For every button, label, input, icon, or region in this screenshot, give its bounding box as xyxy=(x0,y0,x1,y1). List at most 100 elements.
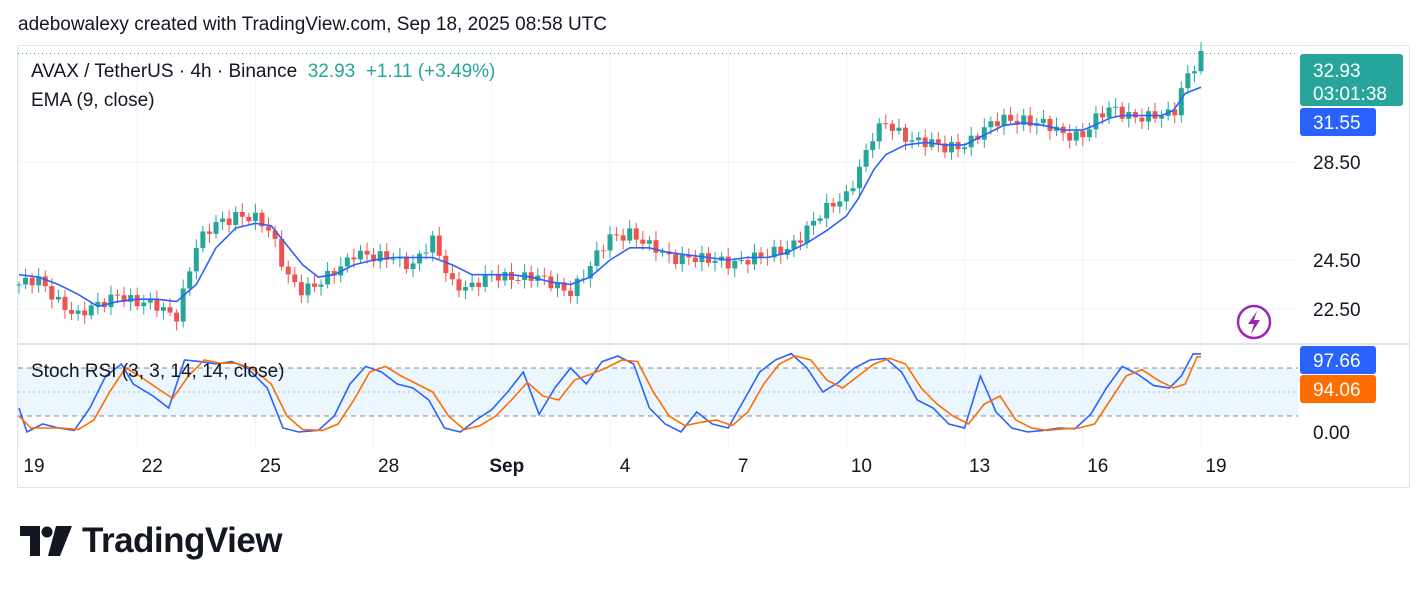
candle xyxy=(876,118,882,150)
symbol-title: AVAX / TetherUS · 4h · Binance xyxy=(31,61,298,82)
candle xyxy=(147,292,153,310)
stoch-legend-label: Stoch RSI (3, 3, 14, 14, close) xyxy=(31,361,285,382)
price-axis[interactable]: 28.50 24.50 22.50 0.00 xyxy=(1313,153,1361,444)
candle xyxy=(1159,110,1165,128)
stoch-legend[interactable]: Stoch RSI (3, 3, 14, 14, close) xyxy=(31,361,284,383)
candle xyxy=(55,289,61,303)
candle xyxy=(364,242,370,264)
stoch-d-value: 94.06 xyxy=(1313,380,1361,401)
ema-badge: 31.55 xyxy=(1300,108,1376,136)
candle xyxy=(660,247,666,257)
candle xyxy=(1021,108,1027,132)
candle xyxy=(699,245,705,272)
candle xyxy=(778,239,784,264)
time-tick-label: 13 xyxy=(969,456,990,477)
candlestick-series xyxy=(16,42,1204,331)
candle xyxy=(1060,122,1066,141)
lightning-icon[interactable] xyxy=(1236,304,1272,340)
candle xyxy=(384,243,390,268)
price-tick-label: 24.50 xyxy=(1313,251,1361,272)
candle xyxy=(1001,108,1007,136)
candle xyxy=(430,230,436,262)
candle xyxy=(804,221,810,249)
candle xyxy=(633,222,639,249)
stoch-d-line xyxy=(18,355,1201,432)
candle xyxy=(495,264,501,289)
symbol-legend[interactable]: AVAX / TetherUS · 4h · Binance 32.93 +1.… xyxy=(31,61,495,83)
candle xyxy=(554,273,560,298)
candle xyxy=(732,257,738,278)
candle xyxy=(312,275,317,292)
ema-legend[interactable]: EMA (9, close) xyxy=(31,90,155,112)
price-tick-label: 22.50 xyxy=(1313,300,1361,321)
candle xyxy=(686,248,692,266)
candle xyxy=(305,277,311,304)
candle xyxy=(942,135,948,159)
candle xyxy=(692,250,698,268)
chart-frame[interactable] xyxy=(17,45,1410,488)
time-axis[interactable]: 19 22 25 28 Sep 4 7 10 13 16 19 xyxy=(23,456,1226,477)
candle xyxy=(811,211,817,235)
candle xyxy=(837,192,843,214)
time-tick-label: 19 xyxy=(23,456,44,477)
candle xyxy=(75,305,81,321)
candle xyxy=(36,267,42,293)
candle xyxy=(456,271,462,298)
candle xyxy=(712,252,718,272)
candle xyxy=(627,220,633,244)
candle xyxy=(82,301,88,324)
candle xyxy=(174,309,180,331)
candle xyxy=(1086,122,1092,142)
candle xyxy=(784,240,790,260)
candle xyxy=(1178,81,1184,123)
candle xyxy=(1040,110,1046,128)
candle xyxy=(239,203,245,226)
candle xyxy=(482,265,488,293)
price-tick-label: 28.50 xyxy=(1313,153,1361,174)
ema-value: 31.55 xyxy=(1313,113,1361,134)
time-tick-label: 28 xyxy=(378,456,399,477)
tradingview-logo-icon xyxy=(20,526,72,556)
candle xyxy=(620,228,626,250)
candle xyxy=(850,180,856,196)
candle xyxy=(1027,107,1033,133)
candle xyxy=(1191,65,1197,83)
candle xyxy=(824,193,830,228)
stoch-k-value: 97.66 xyxy=(1313,351,1361,372)
time-tick-label: 22 xyxy=(142,456,163,477)
candle xyxy=(1113,98,1119,117)
candle xyxy=(1139,108,1145,130)
candle xyxy=(614,227,620,242)
candle xyxy=(1172,102,1178,124)
candle xyxy=(1165,101,1171,121)
last-price-badge: 32.93 03:01:38 xyxy=(1300,54,1403,106)
candle xyxy=(436,227,442,260)
candle xyxy=(88,301,94,320)
time-tick-label: 19 xyxy=(1205,456,1226,477)
candle xyxy=(745,255,751,274)
tradingview-logo[interactable]: TradingView xyxy=(20,521,283,561)
candle xyxy=(679,246,685,272)
candle xyxy=(206,223,212,243)
candle xyxy=(259,209,265,233)
candle xyxy=(95,292,101,315)
candle xyxy=(1073,125,1079,146)
candle xyxy=(463,280,469,300)
candle xyxy=(62,290,68,319)
candle xyxy=(541,267,547,286)
candle xyxy=(640,230,646,251)
candle xyxy=(948,136,954,160)
time-tick-label: 25 xyxy=(260,456,281,477)
tradingview-wordmark: TradingView xyxy=(82,521,283,560)
candle xyxy=(870,132,876,158)
ema-line xyxy=(18,86,1202,308)
candle xyxy=(298,274,304,304)
candle xyxy=(653,231,659,262)
candle xyxy=(594,241,600,271)
candle xyxy=(857,159,863,198)
candle xyxy=(489,270,495,283)
candle xyxy=(1185,65,1191,94)
candle xyxy=(121,286,127,308)
candle xyxy=(725,247,731,275)
